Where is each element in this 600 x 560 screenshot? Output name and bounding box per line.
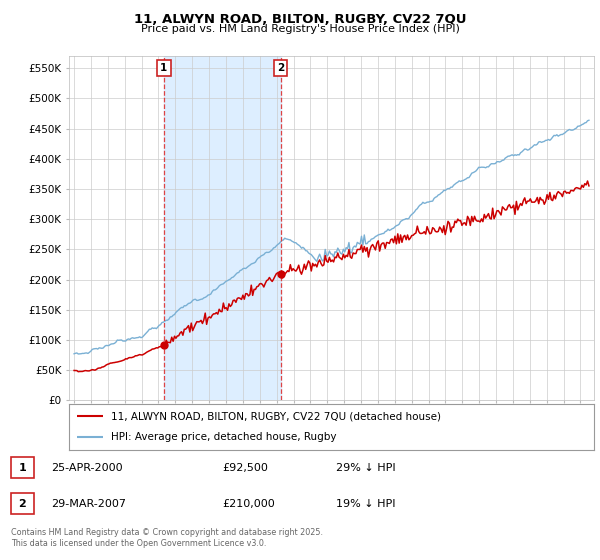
Text: 19% ↓ HPI: 19% ↓ HPI [336, 498, 395, 508]
Text: Contains HM Land Registry data © Crown copyright and database right 2025.
This d: Contains HM Land Registry data © Crown c… [11, 528, 323, 548]
Text: 29% ↓ HPI: 29% ↓ HPI [336, 463, 395, 473]
Text: 11, ALWYN ROAD, BILTON, RUGBY, CV22 7QU: 11, ALWYN ROAD, BILTON, RUGBY, CV22 7QU [134, 13, 466, 26]
Text: Price paid vs. HM Land Registry's House Price Index (HPI): Price paid vs. HM Land Registry's House … [140, 24, 460, 34]
Text: 11, ALWYN ROAD, BILTON, RUGBY, CV22 7QU (detached house): 11, ALWYN ROAD, BILTON, RUGBY, CV22 7QU … [111, 411, 441, 421]
Text: 2: 2 [277, 63, 284, 73]
Text: £92,500: £92,500 [222, 463, 268, 473]
Text: 1: 1 [160, 63, 167, 73]
Text: £210,000: £210,000 [222, 498, 275, 508]
FancyBboxPatch shape [11, 493, 34, 514]
Text: HPI: Average price, detached house, Rugby: HPI: Average price, detached house, Rugb… [111, 432, 337, 442]
Text: 29-MAR-2007: 29-MAR-2007 [51, 498, 126, 508]
Text: 2: 2 [19, 498, 26, 508]
Bar [164, 56, 281, 400]
FancyBboxPatch shape [11, 457, 34, 478]
Text: 25-APR-2000: 25-APR-2000 [51, 463, 122, 473]
Text: 1: 1 [19, 463, 26, 473]
